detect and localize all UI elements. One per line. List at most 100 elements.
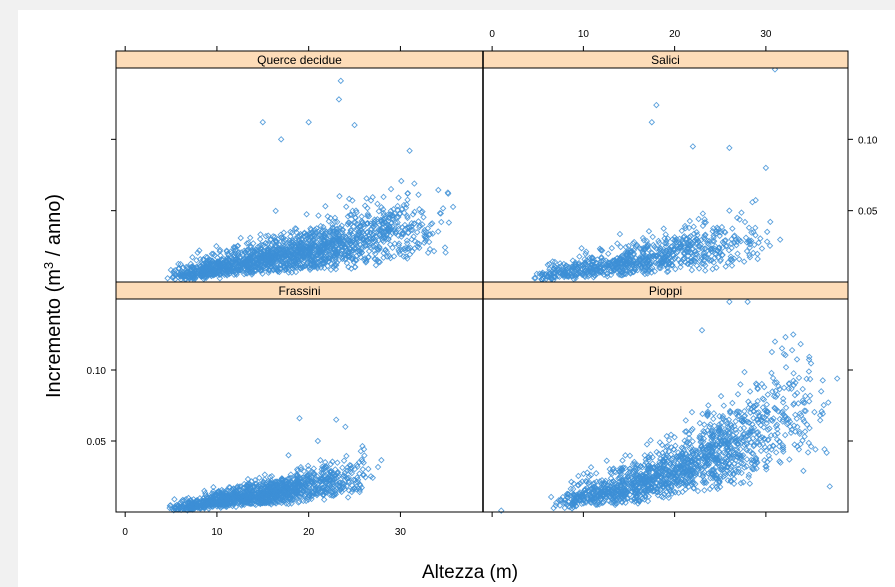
data-point: [709, 227, 716, 235]
data-point: [394, 219, 401, 226]
data-point: [682, 474, 690, 481]
data-point: [639, 248, 647, 256]
data-point: [164, 275, 171, 282]
data-point: [348, 469, 356, 477]
data-point: [555, 263, 563, 271]
data-point: [374, 200, 381, 208]
data-point: [779, 399, 787, 406]
data-point: [317, 247, 324, 255]
data-point: [371, 250, 379, 258]
data-point: [327, 227, 334, 234]
data-point: [277, 246, 284, 254]
data-point: [269, 233, 277, 240]
data-point: [795, 400, 802, 407]
data-point: [369, 474, 377, 482]
data-point: [416, 205, 423, 213]
data-point: [274, 490, 282, 498]
data-point: [390, 227, 397, 234]
data-point: [313, 263, 321, 271]
data-point: [376, 245, 383, 252]
data-point: [688, 249, 695, 256]
data-point: [671, 237, 679, 244]
data-point: [205, 260, 213, 267]
data-point: [391, 240, 399, 247]
data-point: [306, 477, 313, 485]
data-point: [325, 247, 332, 254]
data-point: [807, 443, 815, 450]
data-point: [356, 470, 363, 477]
data-point: [740, 424, 748, 432]
data-point: [279, 254, 286, 262]
data-point: [219, 492, 227, 499]
data-point: [705, 430, 713, 437]
data-point: [324, 484, 331, 492]
data-point: [721, 228, 728, 236]
data-point: [764, 408, 772, 416]
data-point: [788, 385, 795, 392]
data-point: [170, 268, 177, 275]
data-point: [292, 494, 300, 501]
data-point: [745, 471, 753, 479]
data-point: [329, 221, 336, 229]
data-point: [260, 478, 267, 486]
data-point: [666, 248, 673, 255]
data-point: [357, 482, 364, 489]
data-point: [715, 248, 723, 255]
data-point: [378, 456, 385, 464]
data-point: [327, 233, 335, 241]
data-point: [619, 266, 626, 273]
data-point: [710, 431, 718, 439]
data-point: [645, 267, 652, 275]
data-point: [214, 261, 221, 268]
data-point: [398, 177, 405, 185]
data-point: [286, 239, 293, 247]
data-point: [731, 232, 738, 239]
data-point: [338, 222, 346, 229]
data-point: [328, 239, 336, 246]
data-point: [278, 475, 286, 482]
data-point: [407, 226, 415, 234]
data-point: [682, 224, 689, 232]
data-point: [766, 425, 773, 432]
data-point: [211, 491, 219, 499]
data-point: [788, 346, 796, 354]
data-point: [257, 264, 264, 271]
data-point: [817, 388, 825, 395]
data-point: [331, 214, 339, 222]
data-point: [701, 245, 708, 253]
data-point: [248, 258, 255, 266]
data-point: [320, 237, 327, 245]
data-point: [582, 261, 589, 269]
data-point: [187, 499, 194, 507]
data-point: [279, 477, 286, 484]
data-point: [295, 483, 302, 491]
data-point: [297, 463, 305, 471]
data-point: [575, 472, 582, 480]
data-point: [774, 391, 781, 399]
data-point: [390, 253, 398, 260]
data-point: [264, 483, 271, 490]
data-point: [587, 464, 595, 471]
data-point: [280, 262, 287, 270]
data-point: [672, 265, 679, 273]
data-point: [245, 493, 252, 500]
data-point: [216, 275, 224, 282]
data-point: [695, 265, 703, 272]
data-point: [678, 227, 686, 235]
data-point: [790, 370, 797, 377]
data-point: [701, 267, 709, 274]
data-point: [362, 234, 370, 241]
data-point: [646, 453, 653, 461]
data-point: [324, 213, 331, 220]
data-point: [371, 218, 378, 225]
data-point: [710, 234, 717, 241]
data-point: [793, 356, 801, 363]
data-point: [310, 469, 317, 477]
data-point: [623, 255, 631, 262]
data-point: [573, 271, 580, 278]
data-point: [796, 410, 804, 417]
data-point: [313, 473, 321, 480]
data-point: [604, 262, 612, 269]
data-point: [626, 452, 634, 460]
data-point: [678, 461, 685, 469]
